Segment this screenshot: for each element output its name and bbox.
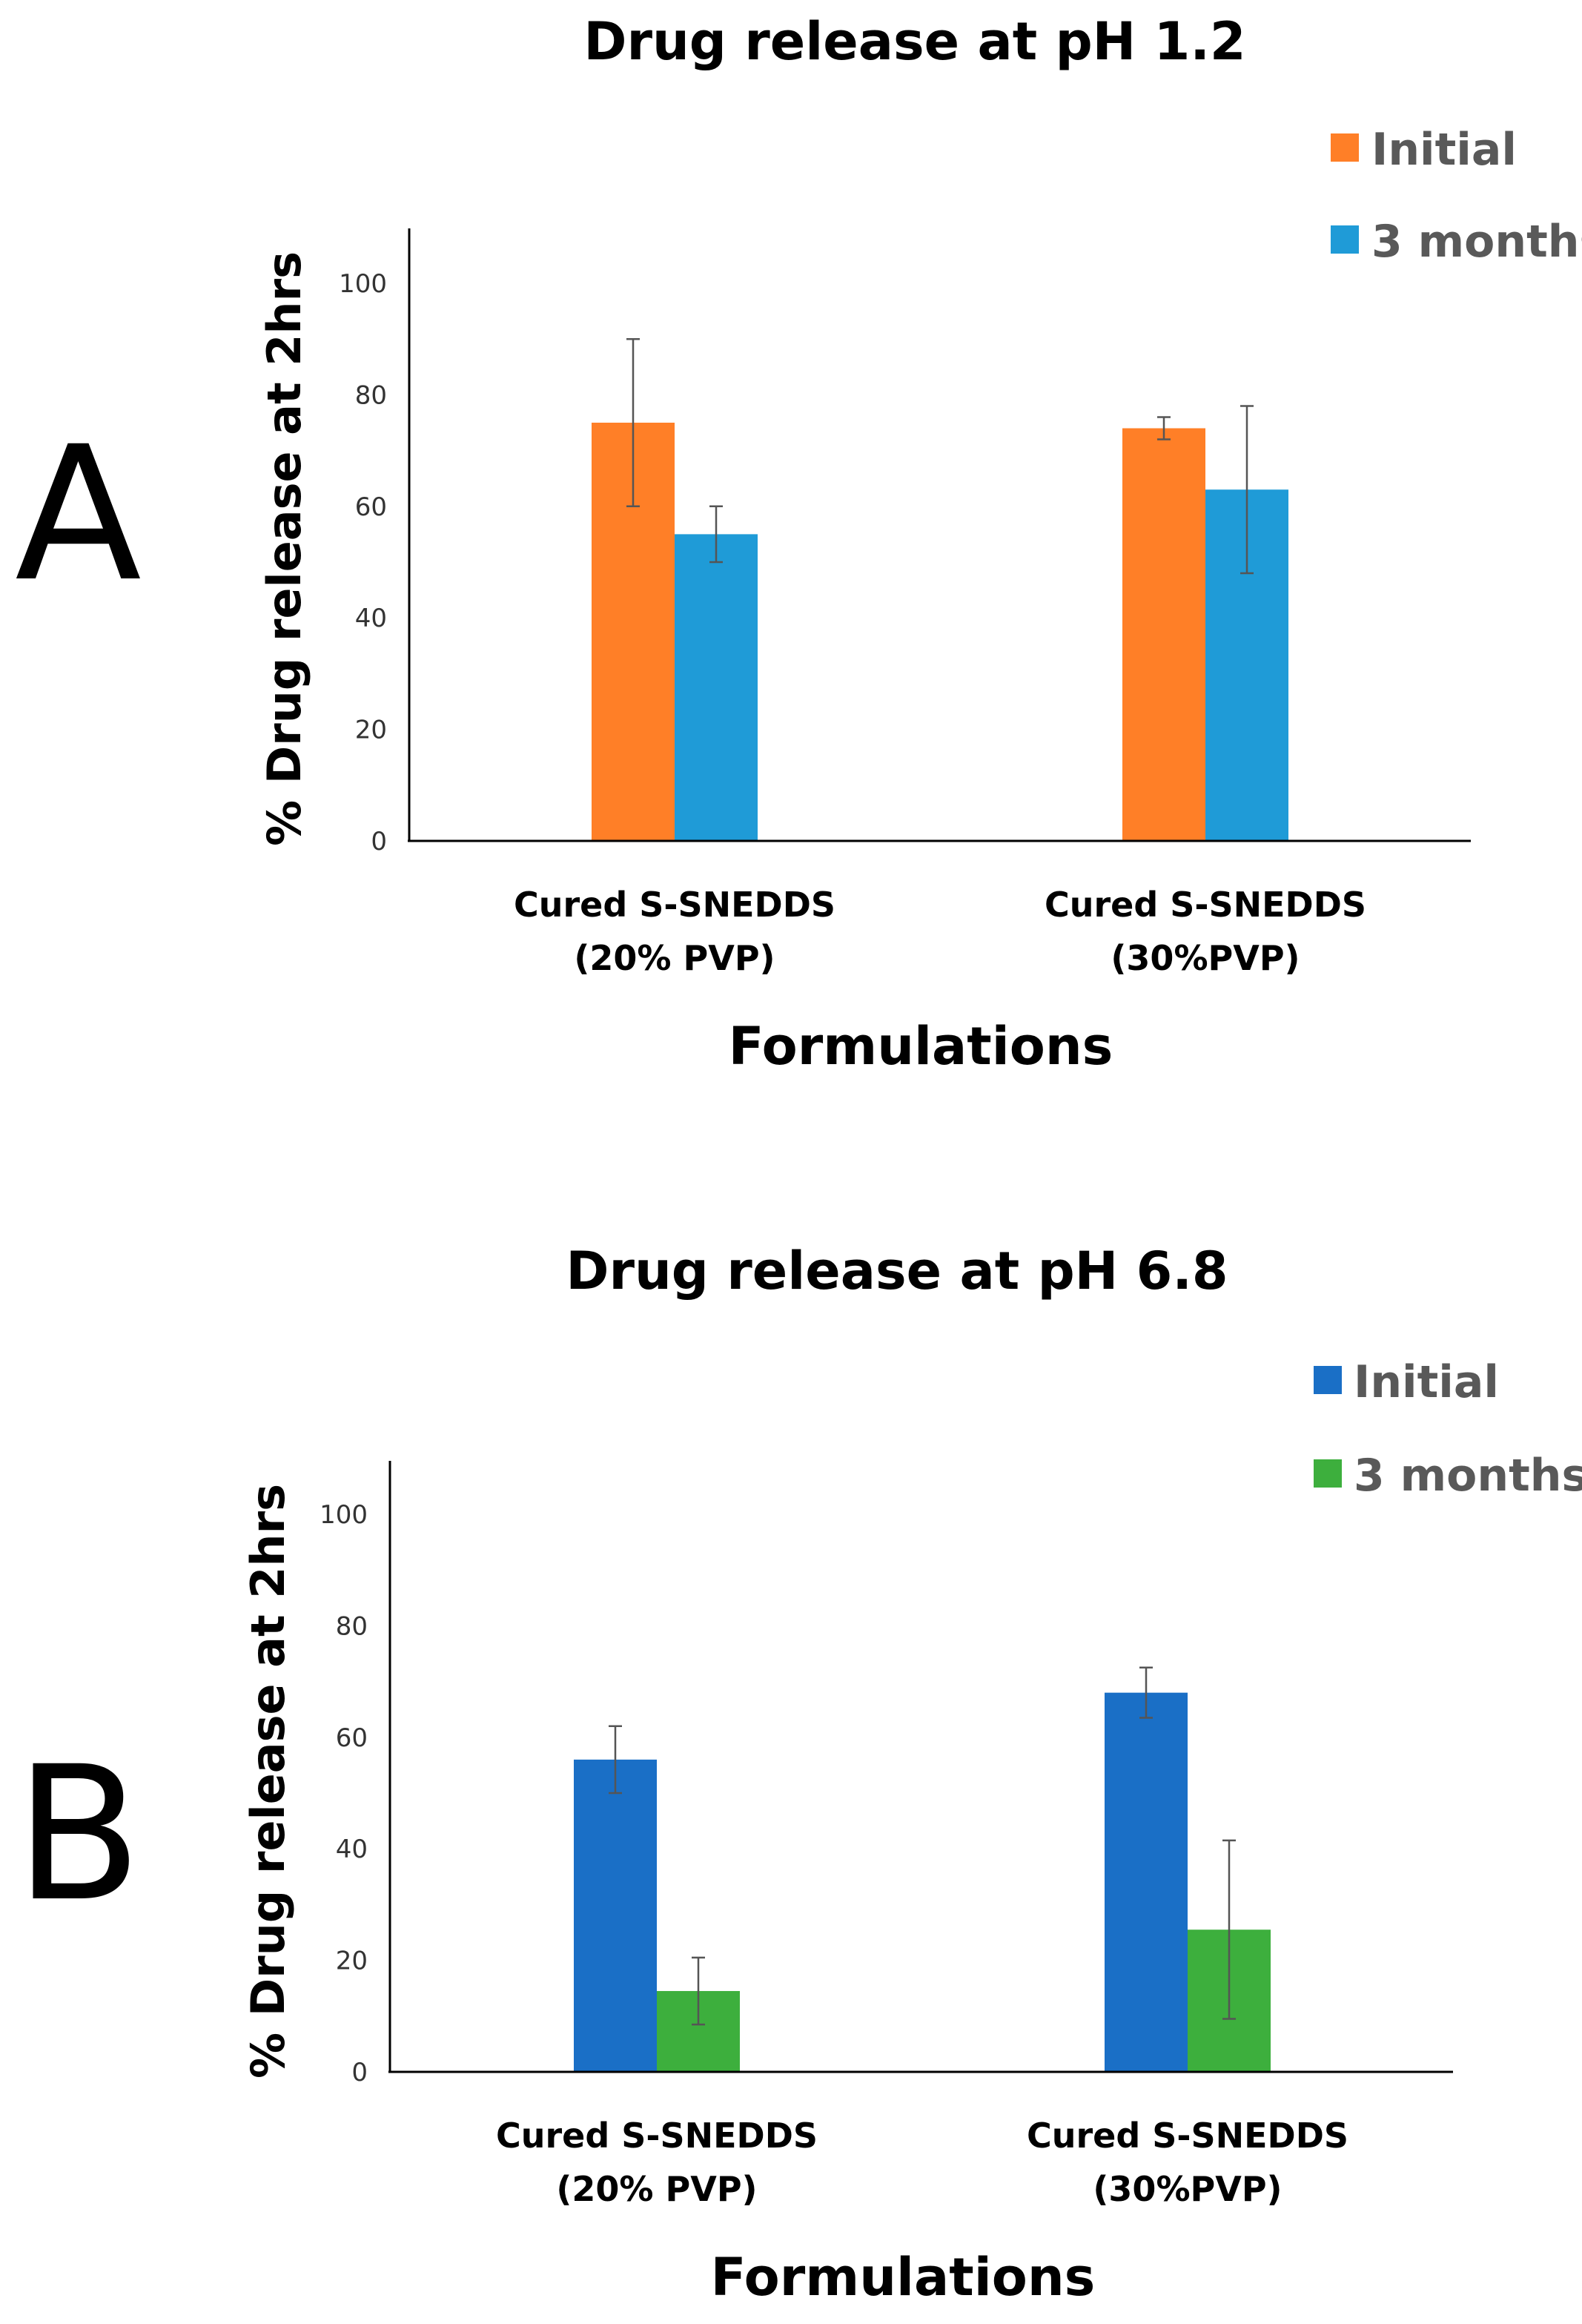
- chart-a-y-tick-label: 40: [355, 604, 387, 633]
- chart-a-bars: [592, 423, 1288, 841]
- chart-a-y-tick-label: 20: [355, 716, 387, 745]
- chart-b-error-bar-initial-1: [609, 1725, 622, 1795]
- chart-a-y-ticks: 0 20 40 60 80 100: [339, 269, 387, 856]
- chart-b-error-bar-initial-2: [1139, 1666, 1153, 1719]
- chart-a-bar-initial-2: [1122, 428, 1205, 841]
- chart-a-y-tick-label: 0: [371, 827, 387, 856]
- chart-b-category-label: (30%PVP): [1093, 2169, 1282, 2209]
- chart-a-error-bars: [626, 337, 1254, 575]
- chart-b-title: Drug release at pH 6.8: [566, 1241, 1228, 1301]
- chart-a-category-label: (20% PVP): [574, 938, 775, 978]
- chart-a-legend: Initial 3 months: [1331, 124, 1582, 268]
- chart-b-y-tick-label: 100: [320, 1500, 368, 1530]
- chart-b: Drug release at pH 6.8 B % Drug release …: [15, 1241, 1582, 2308]
- chart-a-y-axis-label: % Drug release at 2hrs: [257, 251, 311, 846]
- chart-b-x-axis-label: Formulations: [711, 2247, 1096, 2308]
- chart-a-category-labels: Cured S-SNEDDS (20% PVP) Cured S-SNEDDS …: [514, 885, 1366, 978]
- chart-b-y-tick-label: 0: [351, 2058, 368, 2087]
- chart-a-bar-3-months-1: [675, 534, 758, 841]
- chart-b-category-label: (20% PVP): [556, 2169, 757, 2209]
- chart-b-bar-initial-2: [1105, 1692, 1188, 2072]
- chart-a-y-tick-label: 80: [355, 380, 387, 410]
- chart-b-legend-swatch-3-months: [1314, 1459, 1342, 1488]
- chart-b-panel-label: B: [15, 1726, 142, 1942]
- chart-a-y-tick-label: 60: [355, 492, 387, 522]
- chart-b-category-label: Cured S-SNEDDS: [496, 2116, 818, 2156]
- chart-a-legend-label-initial: Initial: [1371, 124, 1517, 176]
- chart-b-bar-initial-1: [574, 1759, 657, 2072]
- chart-a-error-bar-3-months-1: [709, 505, 723, 564]
- chart-b-error-bar-3-months-1: [692, 1956, 705, 2026]
- chart-a-category-label: Cured S-SNEDDS: [514, 885, 835, 925]
- chart-a-legend-label-3-months: 3 months: [1371, 216, 1582, 268]
- chart-b-legend-swatch-initial: [1314, 1366, 1342, 1394]
- chart-b-error-bar-3-months-2: [1222, 1839, 1236, 2020]
- chart-b-y-tick-label: 60: [336, 1723, 368, 1753]
- chart-a-legend-swatch-3-months: [1331, 225, 1359, 254]
- chart-a-category-label: (30%PVP): [1111, 938, 1300, 978]
- chart-a-title: Drug release at pH 1.2: [583, 11, 1245, 72]
- chart-a-legend-swatch-initial: [1331, 133, 1359, 162]
- chart-a-error-bar-initial-2: [1157, 416, 1171, 440]
- chart-a: Drug release at pH 1.2 A % Drug release …: [15, 11, 1582, 1077]
- chart-a-panel-label: A: [15, 406, 142, 622]
- chart-b-legend-label-3-months: 3 months: [1354, 1450, 1582, 1502]
- chart-a-x-axis-label: Formulations: [729, 1016, 1113, 1077]
- chart-b-y-tick-label: 20: [336, 1947, 368, 1976]
- chart-a-error-bar-3-months-2: [1240, 405, 1254, 575]
- chart-b-y-tick-label: 80: [336, 1611, 368, 1641]
- chart-b-y-ticks: 0 20 40 60 80 100: [320, 1500, 368, 2087]
- chart-a-error-bar-initial-1: [626, 337, 640, 508]
- chart-b-error-bars: [609, 1666, 1236, 2026]
- chart-b-legend-label-initial: Initial: [1354, 1356, 1499, 1408]
- chart-b-y-axis-label: % Drug release at 2hrs: [241, 1484, 295, 2079]
- chart-b-y-tick-label: 40: [336, 1835, 368, 1864]
- chart-a-category-label: Cured S-SNEDDS: [1045, 885, 1366, 925]
- chart-b-category-label: Cured S-SNEDDS: [1027, 2116, 1348, 2156]
- chart-b-category-labels: Cured S-SNEDDS (20% PVP) Cured S-SNEDDS …: [496, 2116, 1348, 2209]
- chart-a-y-tick-label: 100: [339, 269, 387, 299]
- chart-b-legend: Initial 3 months: [1314, 1356, 1582, 1502]
- chart-b-bars: [574, 1692, 1271, 2072]
